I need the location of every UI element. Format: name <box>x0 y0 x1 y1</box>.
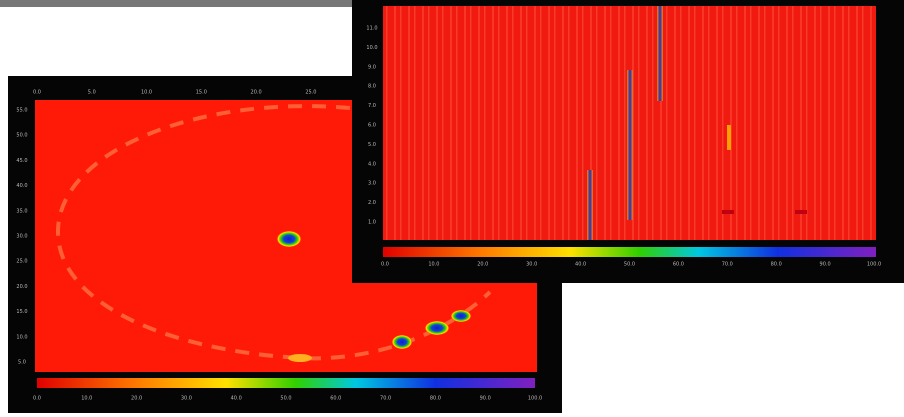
right-panel: 11.0 10.0 9.0 8.0 7.0 6.0 5.0 4.0 3.0 2.0 1.0 0.0 10… <box>352 0 904 283</box>
tick-label: 15.0 <box>196 90 207 96</box>
tick-label: 9.0 <box>368 64 376 70</box>
tick-label: 20.0 <box>16 284 27 290</box>
tick-label: 10.0 <box>428 262 439 268</box>
tick-label: 10.0 <box>141 90 152 96</box>
tick-label: 40.0 <box>231 396 242 402</box>
tick-label: 50.0 <box>624 262 635 268</box>
tick-label: 40.0 <box>575 262 586 268</box>
tick-label: 11.0 <box>366 26 377 32</box>
tick-label: 90.0 <box>480 396 491 402</box>
tick-label: 25.0 <box>16 259 27 265</box>
tick-label: 60.0 <box>330 396 341 402</box>
tick-label: 100.0 <box>867 262 881 268</box>
tick-label: 5.0 <box>368 142 376 148</box>
tick-label: 70.0 <box>722 262 733 268</box>
tick-label: 20.0 <box>251 90 262 96</box>
tick-label: 55.0 <box>16 108 27 114</box>
tick-label: 80.0 <box>430 396 441 402</box>
tick-label: 3.0 <box>368 181 376 187</box>
tick-label: 0.0 <box>381 262 389 268</box>
tick-label: 0.0 <box>33 90 41 96</box>
tick-label: 10.0 <box>366 45 377 51</box>
tick-label: 25.0 <box>305 90 316 96</box>
tick-label: 50.0 <box>16 133 27 139</box>
tick-label: 6.0 <box>368 123 376 129</box>
tick-label: 35.0 <box>16 208 27 214</box>
tick-label: 80.0 <box>771 262 782 268</box>
tick-label: 90.0 <box>820 262 831 268</box>
tick-label: 10.0 <box>81 396 92 402</box>
tick-label: 2.0 <box>368 200 376 206</box>
tick-label: 30.0 <box>181 396 192 402</box>
tick-label: 15.0 <box>16 309 27 315</box>
tick-label: 40.0 <box>16 183 27 189</box>
tick-label: 0.0 <box>33 396 41 402</box>
tick-label: 100.0 <box>528 396 542 402</box>
tick-label: 20.0 <box>131 396 142 402</box>
tick-label: 20.0 <box>477 262 488 268</box>
tick-label: 50.0 <box>280 396 291 402</box>
tick-label: 30.0 <box>16 234 27 240</box>
tick-label: 1.0 <box>368 220 376 226</box>
tick-label: 7.0 <box>368 103 376 109</box>
tick-label: 45.0 <box>16 158 27 164</box>
tick-label: 4.0 <box>368 161 376 167</box>
tick-label: 30.0 <box>526 262 537 268</box>
tick-label: 5.0 <box>18 360 26 366</box>
tick-label: 70.0 <box>380 396 391 402</box>
tick-label: 60.0 <box>673 262 684 268</box>
tick-label: 5.0 <box>88 90 96 96</box>
tick-label: 10.0 <box>16 334 27 340</box>
tick-label: 8.0 <box>368 84 376 90</box>
